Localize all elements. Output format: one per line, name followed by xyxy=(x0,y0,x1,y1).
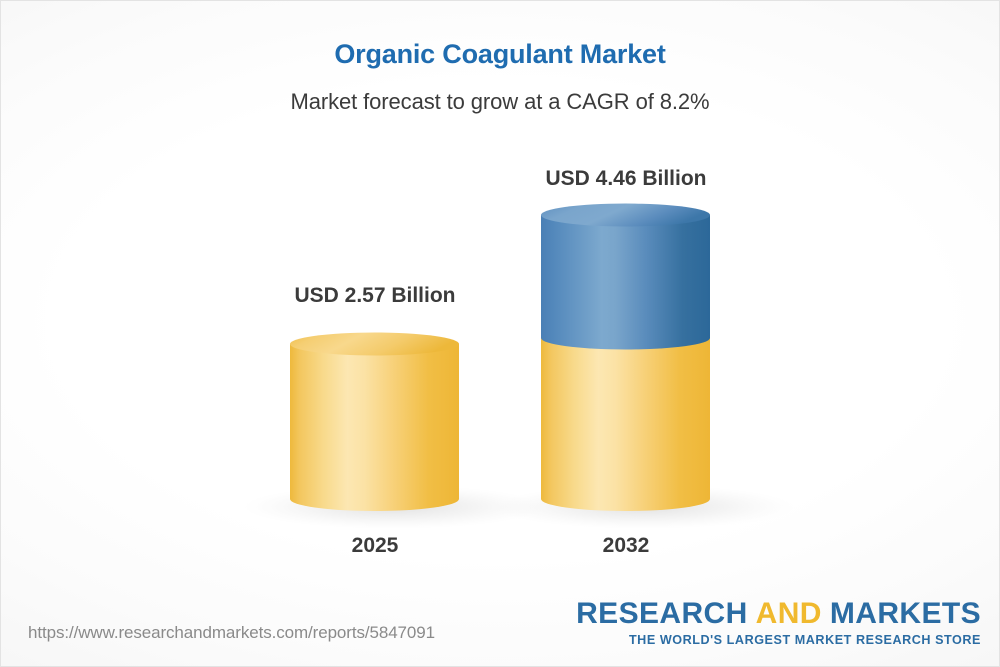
research-and-markets-logo[interactable]: RESEARCH AND MARKETS THE WORLD'S LARGEST M… xyxy=(576,599,981,648)
logo-word-research: RESEARCH xyxy=(576,597,748,630)
logo-word-markets: MARKETS xyxy=(829,597,981,630)
report-url[interactable]: https://www.researchandmarkets.com/repor… xyxy=(28,623,435,642)
logo-word-and: AND xyxy=(755,597,822,630)
bar-2025[interactable] xyxy=(290,332,459,512)
bar-2032-top-cap xyxy=(541,203,710,227)
bar-2025-top-cap xyxy=(290,332,459,356)
bar-2025-body xyxy=(290,344,459,511)
page-title: Organic Coagulant Market xyxy=(334,39,666,69)
data-label-2025: USD 2.57 Billion xyxy=(294,284,456,307)
category-label-2025: 2025 xyxy=(351,534,399,557)
category-label-2032: 2032 xyxy=(602,534,650,557)
data-label-2032: USD 4.46 Billion xyxy=(545,167,707,190)
logo-wordmark: RESEARCH AND MARKETS xyxy=(576,599,981,629)
page-subtitle: Market forecast to grow at a CAGR of 8.2… xyxy=(290,89,710,114)
bar-2032-base-segment xyxy=(541,338,710,511)
logo-tagline: THE WORLD'S LARGEST MARKET RESEARCH STOR… xyxy=(628,633,981,647)
bar-2032-growth-segment xyxy=(541,215,710,350)
bar-2032[interactable] xyxy=(541,203,710,512)
